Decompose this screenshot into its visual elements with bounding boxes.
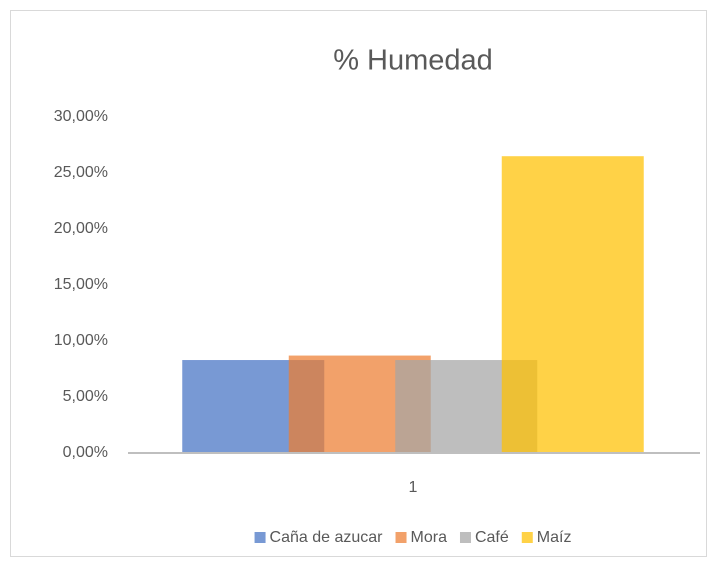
- legend-label: Maíz: [537, 529, 572, 546]
- legend-swatch: [254, 532, 266, 543]
- y-tick-label: 0,00%: [63, 444, 108, 461]
- legend-label: Mora: [411, 529, 448, 546]
- y-tick-label: 15,00%: [54, 276, 108, 293]
- y-tick-label: 30,00%: [54, 108, 108, 125]
- legend-label: Caña de azucar: [270, 529, 384, 546]
- legend-swatch: [459, 532, 471, 543]
- legend-swatch: [395, 532, 407, 543]
- legend-swatch: [521, 532, 533, 543]
- y-tick-label: 20,00%: [54, 220, 108, 237]
- bar: [501, 156, 644, 453]
- legend-label: Café: [475, 529, 509, 546]
- y-tick-label: 5,00%: [63, 388, 108, 405]
- y-tick-label: 10,00%: [54, 332, 108, 349]
- chart-title: % Humedad: [333, 45, 493, 77]
- x-tick-label: 1: [409, 479, 418, 496]
- y-tick-label: 25,00%: [54, 164, 108, 181]
